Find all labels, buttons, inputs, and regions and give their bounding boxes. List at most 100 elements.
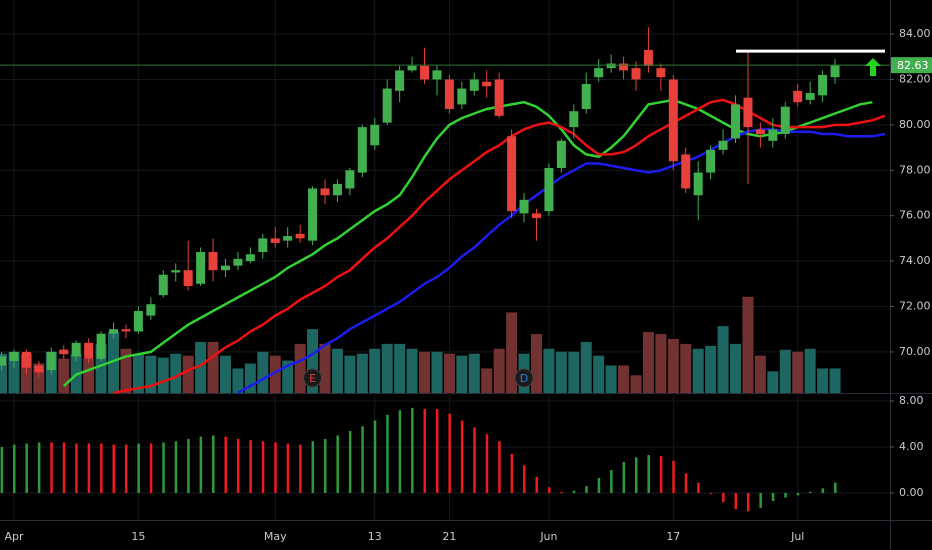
candle-body (531, 213, 541, 218)
x-tick-label: 17 (666, 530, 680, 543)
volume-bar (717, 326, 729, 393)
candle-body (233, 258, 243, 266)
histogram-bar (423, 409, 427, 493)
candle-body (556, 140, 566, 169)
histogram-bar (373, 420, 377, 493)
histogram-bar (162, 442, 165, 493)
candle-body (34, 365, 44, 373)
histogram-bar (25, 443, 28, 493)
candle-body (308, 188, 318, 241)
x-tick-label: 21 (442, 530, 456, 543)
x-tick-label: May (264, 530, 287, 543)
volume-bar (705, 345, 717, 393)
volume-bar (742, 296, 754, 393)
candle-body (420, 65, 430, 80)
x-tick-label: Jul (790, 530, 804, 543)
event-label: D (520, 372, 528, 385)
volume-bar (319, 343, 331, 393)
candle-body (59, 349, 69, 355)
candle-body (432, 70, 442, 80)
volume-bar (195, 341, 207, 393)
candle-body (755, 129, 765, 134)
histogram-bar (734, 492, 738, 510)
candle-body (370, 124, 380, 146)
histogram-bar (796, 492, 800, 496)
candle-body (482, 81, 492, 87)
candle-body (507, 136, 517, 212)
volume-bar (58, 358, 70, 393)
volume-bar (804, 348, 816, 393)
candle-body (320, 188, 330, 196)
candle-body (668, 79, 678, 162)
candle-body (743, 97, 753, 128)
moving-average (113, 98, 886, 395)
volume-bar (294, 343, 306, 393)
event-marker (303, 368, 323, 388)
volume (0, 296, 841, 393)
x-tick-label: 15 (131, 530, 145, 543)
histogram-bar (672, 460, 675, 493)
y-tick-label: 4.00 (899, 440, 924, 453)
candle-body (395, 70, 405, 91)
volume-bar (817, 368, 829, 393)
histogram-bar (324, 438, 327, 493)
moving-averages (62, 98, 886, 395)
y-tick-label: 76.00 (899, 209, 931, 222)
histogram-bar (697, 482, 700, 493)
histogram-bar (137, 443, 140, 493)
oscillator (0, 407, 837, 512)
candle-body (357, 127, 367, 173)
histogram-bar (398, 410, 402, 493)
candle-body (171, 270, 181, 273)
histogram-bar (709, 492, 713, 495)
candle-body (457, 88, 467, 105)
histogram-bar (771, 492, 775, 502)
y-tick-label: 82.00 (899, 72, 931, 85)
candle-body (407, 65, 417, 71)
candle-body (631, 68, 641, 80)
histogram-bar (149, 443, 153, 493)
y-tick-label: 80.00 (899, 118, 931, 131)
candle-body (0, 356, 7, 366)
volume-bar (244, 363, 256, 393)
histogram-bar (485, 434, 489, 493)
volume-bar (580, 341, 592, 393)
histogram-bar (635, 457, 638, 493)
volume-bar (493, 348, 505, 393)
candle-body (220, 265, 230, 271)
volume-bar (530, 334, 542, 393)
candle-body (768, 129, 778, 141)
up-arrow (865, 58, 881, 76)
histogram-bar (299, 444, 302, 493)
volume-bar (120, 348, 132, 393)
volume-bar (792, 351, 804, 393)
candle-body (258, 238, 268, 253)
candle-body (656, 68, 666, 78)
volume-bar (145, 355, 157, 393)
candle-body (9, 351, 19, 361)
histogram-bar (50, 442, 53, 493)
volume-bar (630, 375, 642, 393)
volume-bar (269, 355, 281, 393)
volume-bar (642, 332, 654, 393)
histogram-bar (236, 438, 240, 493)
axes: 70.00 72.00 74.00 76.00 78.00 80.00 82.00 84.00… (4, 27, 932, 543)
histogram-bar (784, 492, 787, 498)
candle-body (283, 236, 293, 241)
candle-body (332, 183, 342, 196)
volume-bar (33, 363, 45, 393)
volume-bar (593, 355, 605, 393)
histogram-bar (746, 492, 750, 512)
volume-bar (419, 351, 431, 393)
volume-bar (394, 343, 406, 393)
volume-bar (680, 343, 692, 393)
histogram-bar (834, 482, 837, 493)
volume-bar (381, 343, 393, 393)
volume-bar (443, 353, 455, 393)
candle-body (46, 351, 56, 371)
volume-bar (232, 368, 244, 393)
histogram-bar (261, 441, 265, 493)
